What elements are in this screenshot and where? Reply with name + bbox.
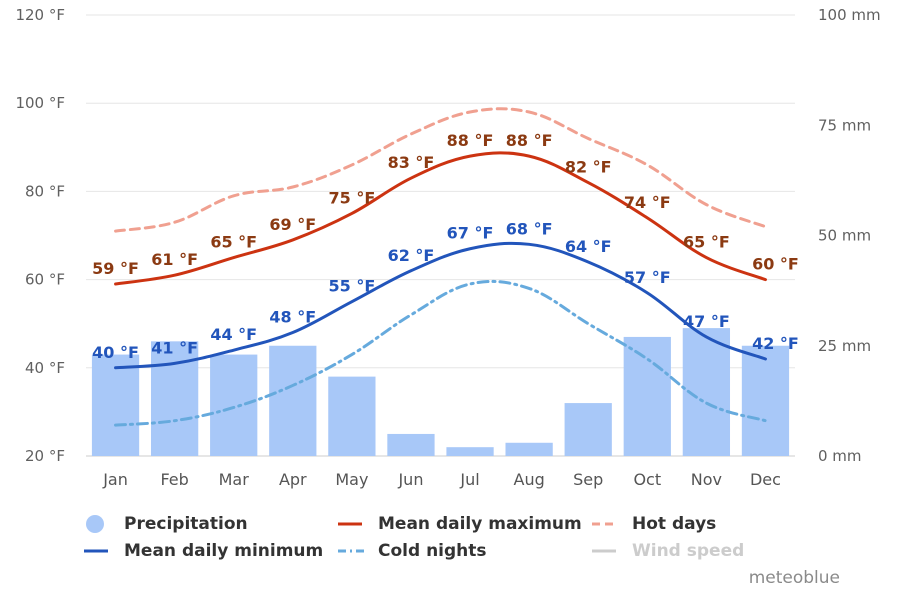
legend-label: Precipitation xyxy=(124,514,248,534)
legend-label: Cold nights xyxy=(378,541,487,561)
cold-nights-line xyxy=(114,279,767,427)
precipitation-bar xyxy=(269,345,317,456)
x-tick-label: Dec xyxy=(750,470,781,489)
data-label: 83 °F xyxy=(388,153,435,172)
mean-daily-maximum-line xyxy=(114,151,767,286)
precipitation-bar xyxy=(446,447,494,456)
dashed-line-icon xyxy=(592,515,622,533)
legend-label: Mean daily maximum xyxy=(378,514,582,534)
x-tick-label: Oct xyxy=(633,470,661,489)
legend-label: Mean daily minimum xyxy=(124,541,324,561)
legend-item-mean-daily-maximum[interactable]: Mean daily maximum xyxy=(338,514,582,534)
data-label: 82 °F xyxy=(565,158,612,177)
x-tick-label: Mar xyxy=(219,470,250,489)
hot-days-line xyxy=(114,107,767,233)
precipitation-bar xyxy=(564,403,612,456)
data-label: 61 °F xyxy=(151,250,198,269)
series-lines xyxy=(114,107,767,427)
y-tick-label: 60 °F xyxy=(25,271,65,289)
legend: Precipitation Mean daily maximum Hot day… xyxy=(84,514,804,574)
circle-marker-icon xyxy=(84,515,114,533)
x-tick-label: Jun xyxy=(397,470,423,489)
data-label: 69 °F xyxy=(269,215,316,234)
data-label: 88 °F xyxy=(506,131,553,150)
y-right-tick-label: 50 mm xyxy=(818,227,871,245)
x-tick-label: Sep xyxy=(573,470,603,489)
y-right-tick-label: 25 mm xyxy=(818,337,871,355)
legend-label: Wind speed xyxy=(632,541,745,561)
data-label: 55 °F xyxy=(328,277,375,296)
data-label: 74 °F xyxy=(624,193,671,212)
legend-item-cold-nights[interactable]: Cold nights xyxy=(338,541,487,561)
data-label: 57 °F xyxy=(624,268,671,287)
gridlines xyxy=(86,14,795,457)
precipitation-bar xyxy=(741,345,790,456)
data-label: 41 °F xyxy=(151,338,198,357)
y-axis-left: 20 °F 40 °F 60 °F 80 °F 100 °F 120 °F xyxy=(15,6,65,465)
data-label: 64 °F xyxy=(565,237,612,256)
x-tick-label: Jan xyxy=(102,470,128,489)
legend-item-precipitation[interactable]: Precipitation xyxy=(84,514,248,534)
x-tick-label: Feb xyxy=(160,470,188,489)
data-label: 65 °F xyxy=(683,233,730,252)
precipitation-bar xyxy=(91,354,140,456)
solid-line-icon xyxy=(592,542,622,560)
solid-line-icon xyxy=(84,542,114,560)
y-tick-label: 100 °F xyxy=(15,94,65,112)
data-label: 62 °F xyxy=(388,246,435,265)
y-tick-label: 20 °F xyxy=(25,447,65,465)
y-tick-label: 40 °F xyxy=(25,359,65,377)
data-label: 44 °F xyxy=(210,325,257,344)
x-tick-label: Jul xyxy=(459,470,479,489)
brand-watermark: meteoblue xyxy=(748,568,840,588)
data-label: 68 °F xyxy=(506,219,553,238)
x-tick-label: Apr xyxy=(279,470,307,489)
legend-item-hot-days[interactable]: Hot days xyxy=(592,514,716,534)
data-label: 59 °F xyxy=(92,259,139,278)
data-label: 65 °F xyxy=(210,233,257,252)
legend-item-mean-daily-minimum[interactable]: Mean daily minimum xyxy=(84,541,323,561)
precipitation-bar xyxy=(505,442,553,456)
data-label: 75 °F xyxy=(328,188,375,207)
mean-daily-minimum-line xyxy=(114,241,767,370)
data-label: 40 °F xyxy=(92,343,139,362)
legend-label: Hot days xyxy=(632,514,717,534)
data-labels: 59 °F 61 °F 65 °F 69 °F 75 °F 83 °F 88 °F 88 °F… xyxy=(92,131,799,362)
data-label: 60 °F xyxy=(752,255,799,274)
x-tick-label: Nov xyxy=(691,470,722,489)
y-right-tick-label: 75 mm xyxy=(818,116,871,134)
y-right-tick-label: 0 mm xyxy=(818,447,862,465)
x-tick-label: May xyxy=(335,470,368,489)
legend-item-wind-speed[interactable]: Wind speed xyxy=(592,541,744,561)
y-axis-right: 0 mm 25 mm 50 mm 75 mm 100 mm xyxy=(818,6,881,465)
data-label: 67 °F xyxy=(447,224,494,243)
data-label: 88 °F xyxy=(447,131,494,150)
precipitation-bar xyxy=(328,376,376,456)
y-right-tick-label: 100 mm xyxy=(818,6,881,24)
y-tick-label: 120 °F xyxy=(15,6,65,24)
precipitation-bar xyxy=(150,341,199,456)
solid-line-icon xyxy=(338,515,368,533)
x-tick-label: Aug xyxy=(514,470,545,489)
data-label: 47 °F xyxy=(683,312,730,331)
data-label: 42 °F xyxy=(752,334,799,353)
precipitation-bar xyxy=(623,336,671,456)
y-tick-label: 80 °F xyxy=(25,182,65,200)
precipitation-bar xyxy=(210,354,258,456)
precipitation-bar xyxy=(387,433,435,456)
x-axis: Jan Feb Mar Apr May Jun Jul Aug Sep Oct Nov Dec xyxy=(102,470,781,489)
data-label: 48 °F xyxy=(269,308,316,327)
dashdot-line-icon xyxy=(338,542,368,560)
